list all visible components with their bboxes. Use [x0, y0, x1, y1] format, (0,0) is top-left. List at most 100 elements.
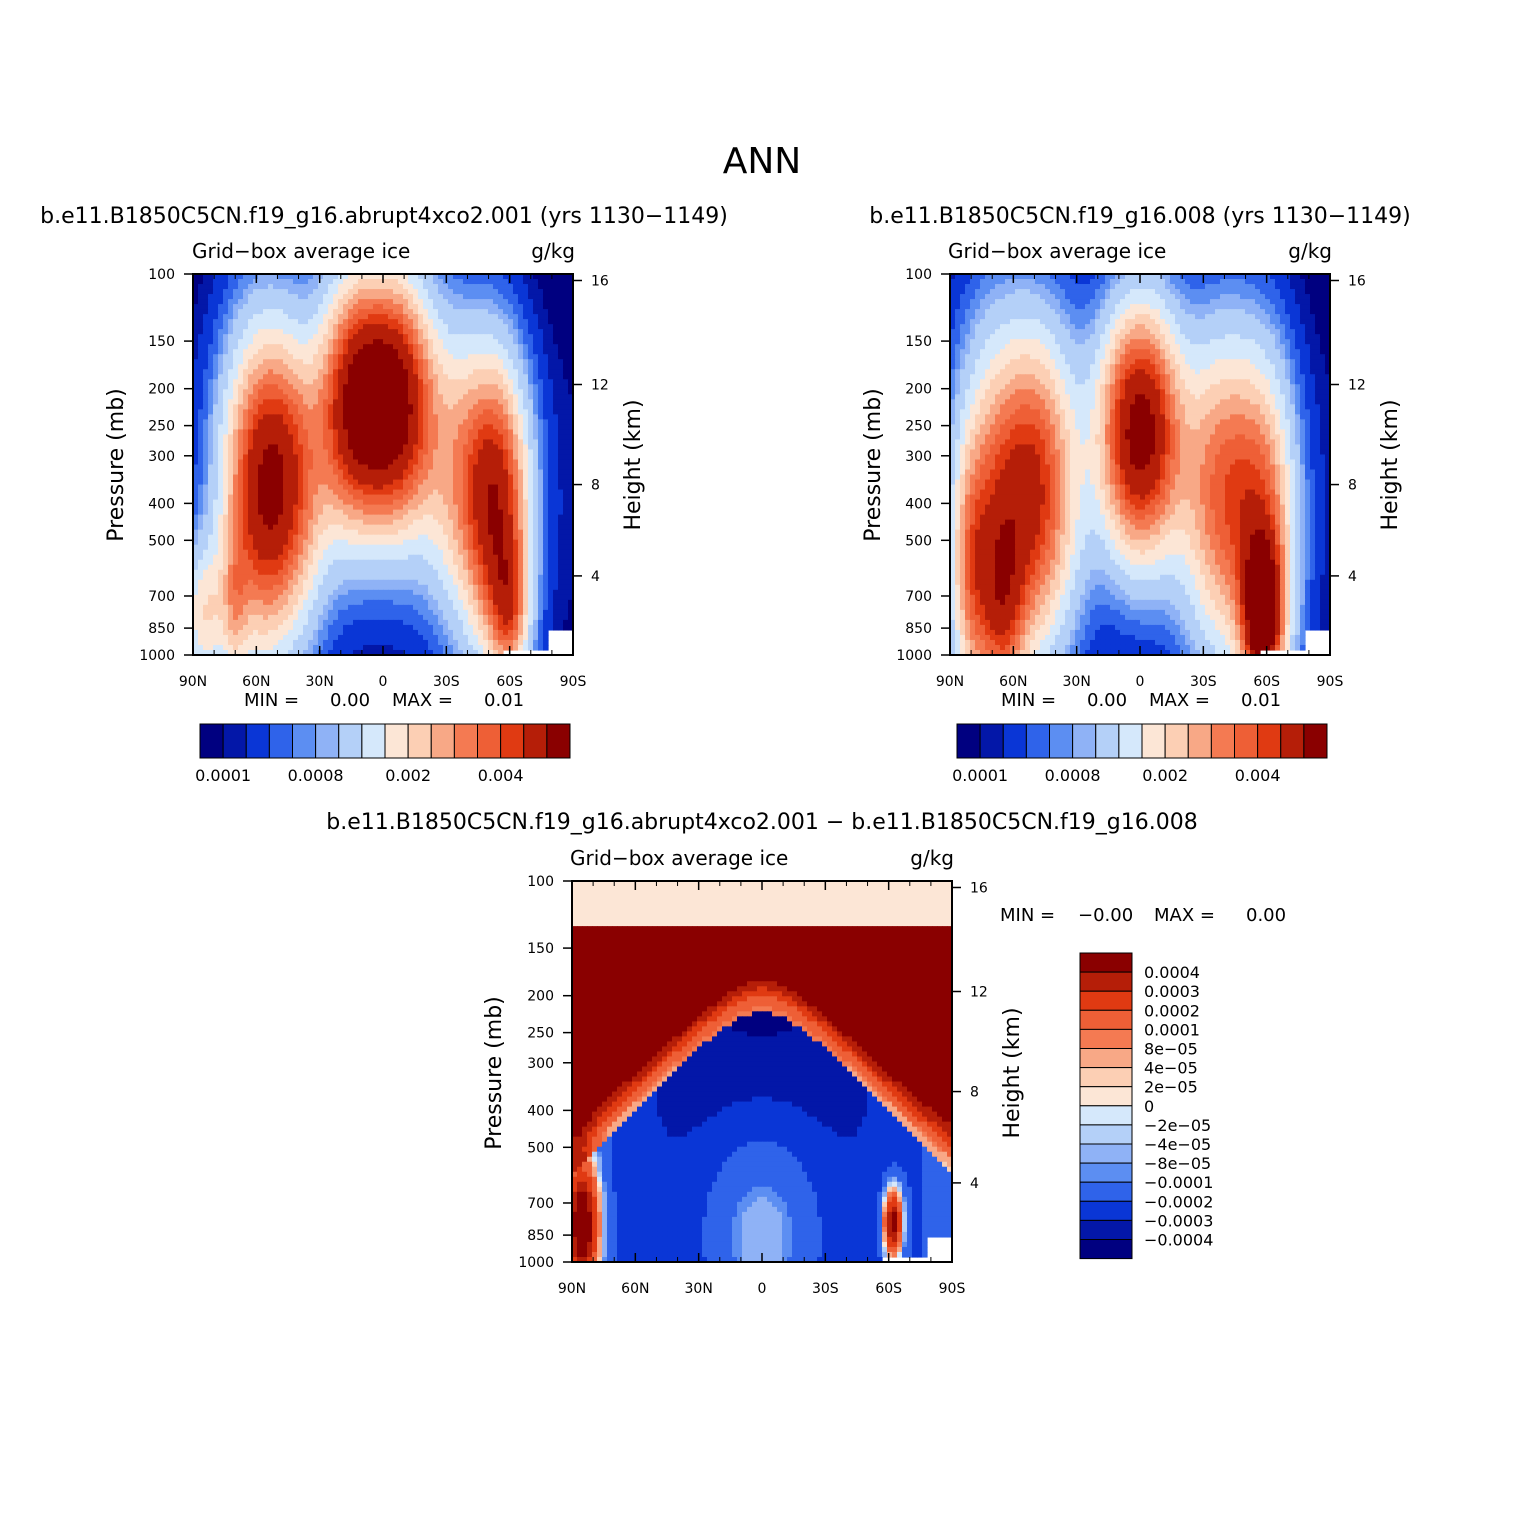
heatmap-cell	[398, 354, 404, 360]
heatmap-cell	[458, 509, 464, 516]
heatmap-cell	[448, 299, 454, 305]
heatmap-cell	[228, 479, 234, 486]
heatmap-cell	[283, 424, 289, 430]
heatmap-cell	[528, 474, 534, 481]
heatmap-cell	[253, 544, 259, 551]
heatmap-cell	[378, 279, 384, 285]
heatmap-cell	[258, 424, 264, 430]
heatmap-cell	[378, 569, 384, 576]
heatmap-cell	[453, 354, 459, 360]
heatmap-cell	[408, 324, 414, 330]
heatmap-cell	[563, 574, 569, 581]
heatmap-cell	[543, 279, 549, 285]
heatmap-cell	[303, 569, 309, 576]
heatmap-cell	[348, 564, 354, 571]
heatmap-cell	[243, 589, 249, 596]
heatmap-cell	[558, 289, 564, 295]
heatmap-cell	[563, 289, 569, 295]
heatmap-cell	[303, 369, 309, 375]
heatmap-cell	[523, 539, 529, 546]
heatmap-cell	[423, 494, 429, 501]
heatmap-cell	[213, 449, 219, 456]
heatmap-cell	[508, 484, 514, 491]
heatmap-cell	[358, 519, 364, 526]
heatmap-cell	[418, 569, 424, 576]
heatmap-cell	[328, 494, 334, 501]
heatmap-cell	[483, 359, 489, 365]
heatmap-cell	[433, 564, 439, 571]
heatmap-cell	[268, 514, 274, 521]
heatmap-cell	[413, 284, 419, 290]
heatmap-cell	[223, 334, 229, 340]
heatmap-cell	[348, 524, 354, 531]
heatmap-cell	[193, 474, 199, 481]
heatmap-cell	[548, 479, 554, 486]
heatmap-cell	[458, 344, 464, 350]
heatmap-cell	[383, 559, 389, 566]
heatmap-cell	[473, 509, 479, 516]
heatmap-cell	[218, 599, 224, 606]
heatmap-cell	[548, 274, 554, 280]
heatmap-cell	[533, 394, 539, 400]
heatmap-cell	[263, 449, 269, 456]
heatmap-cell	[463, 459, 469, 466]
heatmap-cell	[493, 394, 499, 400]
heatmap-cell	[463, 329, 469, 335]
heatmap-cell	[228, 389, 234, 395]
heatmap-cell	[213, 299, 219, 305]
heatmap-cell	[403, 384, 409, 390]
heatmap-cell	[553, 584, 559, 591]
heatmap-cell	[383, 514, 389, 521]
heatmap-cell	[333, 389, 339, 395]
heatmap-cell	[493, 459, 499, 466]
heatmap-cell	[273, 589, 279, 596]
heatmap-cell	[458, 334, 464, 340]
heatmap-cell	[268, 484, 274, 491]
heatmap-cell	[508, 444, 514, 451]
heatmap-cell	[248, 439, 254, 446]
heatmap-cell	[448, 379, 454, 385]
heatmap-cell	[283, 309, 289, 315]
heatmap-cell	[368, 544, 374, 551]
heatmap-cell	[548, 374, 554, 380]
heatmap-cell	[398, 449, 404, 456]
heatmap-cell	[498, 279, 504, 285]
heatmap-cell	[393, 374, 399, 380]
heatmap-cell	[343, 504, 349, 511]
heatmap-cell	[313, 409, 319, 415]
heatmap-cell	[493, 334, 499, 340]
heatmap-cell	[198, 484, 204, 491]
heatmap-cell	[508, 344, 514, 350]
heatmap-cell	[193, 364, 199, 370]
heatmap-cell	[203, 314, 209, 320]
heatmap-cell	[498, 429, 504, 436]
heatmap-cell	[253, 574, 259, 581]
heatmap-cell	[208, 369, 214, 375]
heatmap-cell	[203, 389, 209, 395]
heatmap-cell	[403, 369, 409, 375]
heatmap-cell	[378, 359, 384, 365]
heatmap-cell	[328, 499, 334, 506]
heatmap-cell	[248, 274, 254, 280]
heatmap-cell	[233, 444, 239, 451]
heatmap-cell	[283, 509, 289, 516]
heatmap-cell	[388, 279, 394, 285]
heatmap-cell	[263, 379, 269, 385]
heatmap-cell	[463, 449, 469, 456]
heatmap-cell	[478, 284, 484, 290]
heatmap-cell	[488, 524, 494, 531]
heatmap-cell	[233, 514, 239, 521]
heatmap-cell	[253, 374, 259, 380]
heatmap-cell	[413, 274, 419, 280]
heatmap-cell	[543, 474, 549, 481]
heatmap-cell	[543, 314, 549, 320]
heatmap-cell	[508, 489, 514, 496]
heatmap-cell	[508, 334, 514, 340]
heatmap-cell	[538, 529, 544, 536]
heatmap-cell	[558, 539, 564, 546]
heatmap-cell	[508, 564, 514, 571]
heatmap-cell	[278, 514, 284, 521]
heatmap-cell	[268, 534, 274, 541]
heatmap-cell	[248, 484, 254, 491]
heatmap-cell	[328, 509, 334, 516]
